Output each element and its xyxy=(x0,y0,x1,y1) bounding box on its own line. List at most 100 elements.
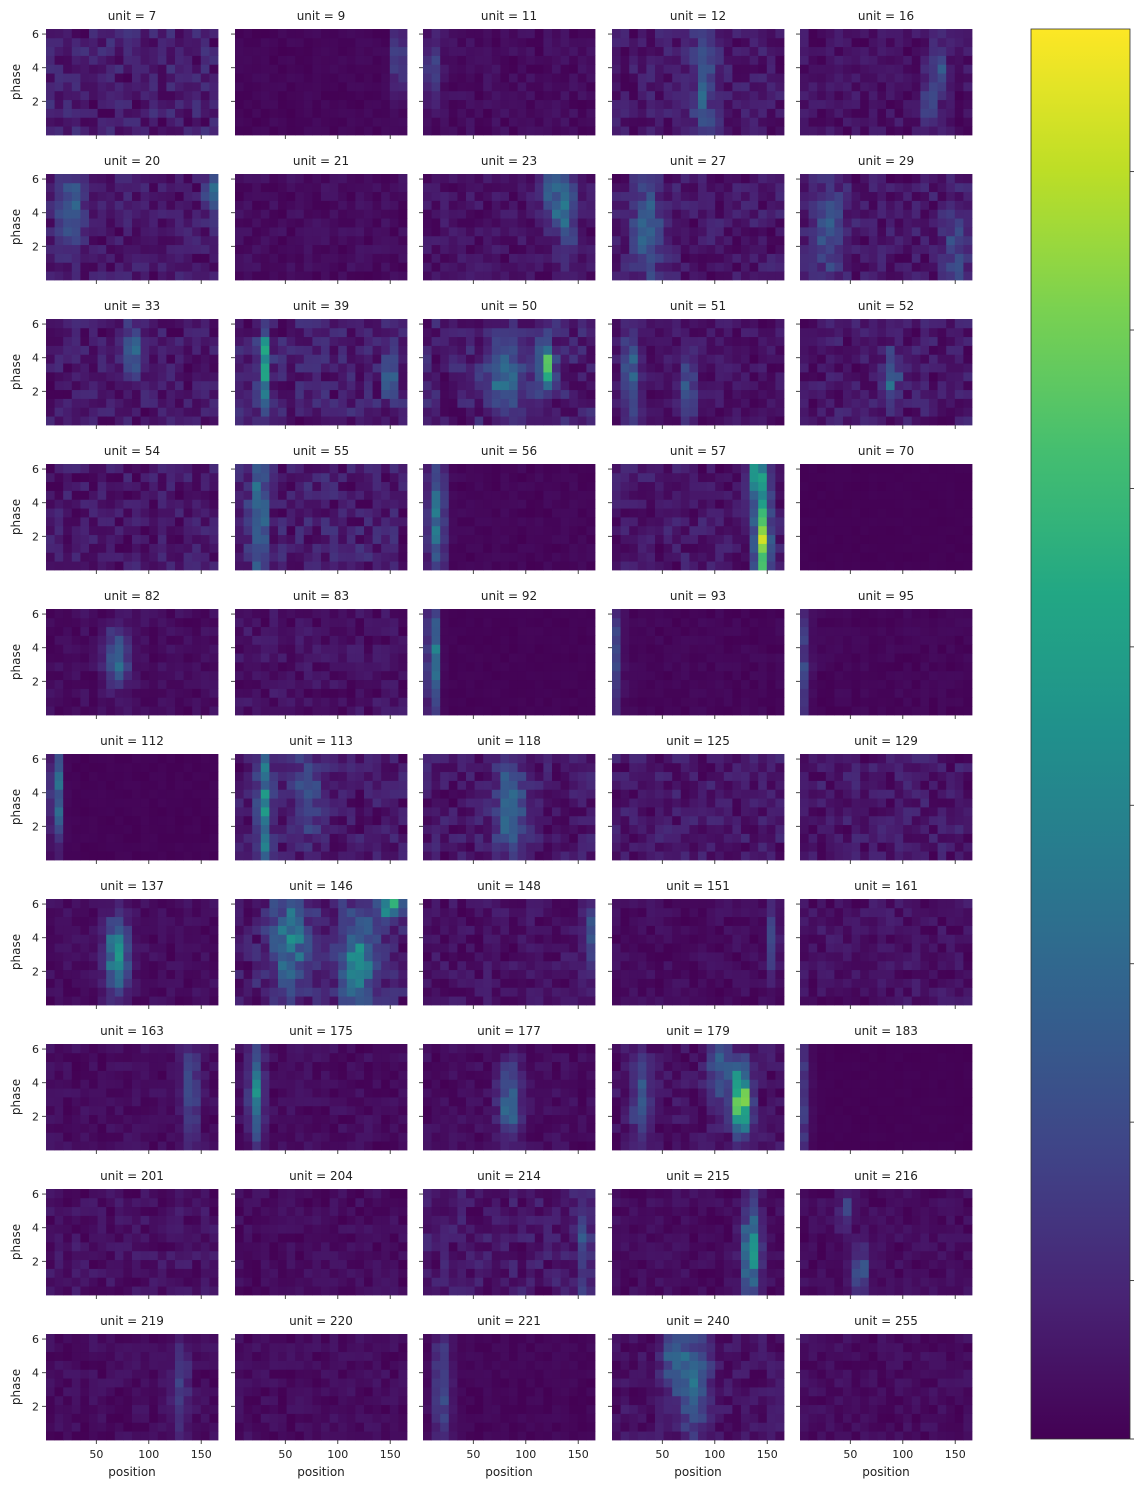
heatmap-cell xyxy=(346,253,356,263)
heatmap-cell xyxy=(509,380,518,391)
heatmap-cell xyxy=(577,174,587,184)
heatmap-cell xyxy=(355,55,365,65)
heatmap-cell xyxy=(758,472,768,483)
heatmap-cell xyxy=(860,389,870,399)
heatmap-cell xyxy=(543,55,553,65)
heatmap-cell xyxy=(71,235,81,246)
heatmap-cell xyxy=(552,398,561,408)
heatmap-cell xyxy=(680,525,690,536)
heatmap-cell xyxy=(655,534,664,544)
heatmap-cell xyxy=(431,82,441,92)
heatmap-cell xyxy=(63,73,73,83)
heatmap-cell xyxy=(192,235,202,246)
heatmap-cell xyxy=(132,117,141,127)
heatmap-cell xyxy=(706,64,716,74)
heatmap-cell xyxy=(552,416,561,426)
heatmap-cell xyxy=(123,416,133,426)
heatmap-cell xyxy=(140,464,150,474)
heatmap-cell xyxy=(732,380,742,391)
heatmap-cell xyxy=(389,543,399,553)
heatmap-cell xyxy=(817,253,827,263)
heatmap-cell xyxy=(741,244,750,254)
heatmap-cell xyxy=(817,354,827,364)
heatmap-cell xyxy=(381,543,391,553)
heatmap-cell xyxy=(860,200,870,210)
heatmap-cell xyxy=(303,499,313,509)
heatmap-cell xyxy=(448,525,458,536)
heatmap-cell xyxy=(54,481,64,491)
heatmap-cell xyxy=(766,235,776,246)
heatmap-cell xyxy=(278,363,287,373)
heatmap-cell xyxy=(474,90,484,101)
heatmap-cell xyxy=(569,345,579,355)
heatmap-cell xyxy=(483,380,493,391)
heatmap-cell xyxy=(286,398,296,408)
heatmap-cell xyxy=(303,174,313,184)
heatmap-cell xyxy=(886,182,895,193)
heatmap-cell xyxy=(663,253,673,263)
heatmap-cell xyxy=(834,481,844,491)
heatmap-cell xyxy=(706,407,716,417)
heatmap-cell xyxy=(552,64,561,74)
heatmap-cell xyxy=(114,508,124,518)
heatmap-cell xyxy=(474,117,484,127)
heatmap-cell xyxy=(106,472,116,483)
heatmap-cell xyxy=(534,517,544,527)
heatmap-cell xyxy=(209,182,219,193)
heatmap-cell xyxy=(466,182,475,193)
heatmap-cell xyxy=(886,372,895,382)
heatmap-cell xyxy=(715,55,725,65)
heatmap-cell xyxy=(954,37,964,48)
heatmap-cell xyxy=(46,552,55,562)
heatmap-cell xyxy=(715,117,725,127)
heatmap-cell xyxy=(175,209,184,219)
heatmap-cell xyxy=(166,499,176,509)
heatmap-cell xyxy=(954,543,964,553)
heatmap-cell xyxy=(851,29,861,39)
heatmap-cell xyxy=(63,126,73,136)
heatmap-cell xyxy=(929,499,938,509)
heatmap-cell xyxy=(457,561,467,571)
heatmap-cell xyxy=(466,481,475,491)
heatmap-cell xyxy=(817,345,827,355)
heatmap-cell xyxy=(97,543,107,553)
heatmap-cell xyxy=(954,525,964,536)
heatmap-cell xyxy=(552,29,561,39)
heatmap-cell xyxy=(483,55,493,65)
heatmap-cell xyxy=(646,271,656,281)
heatmap-cell xyxy=(526,472,536,483)
heatmap-cell xyxy=(457,271,467,281)
heatmap-cell xyxy=(825,517,835,527)
heatmap-cell xyxy=(157,561,167,571)
heatmap-cell xyxy=(689,407,699,417)
heatmap-cell xyxy=(500,472,510,483)
heatmap-cell xyxy=(620,372,630,382)
heatmap-cell xyxy=(260,490,270,500)
y-tick-label: 2 xyxy=(32,385,39,398)
heatmap-cell xyxy=(586,389,596,399)
heatmap-cell xyxy=(775,182,785,193)
heatmap-cell xyxy=(706,543,716,553)
heatmap-cell xyxy=(372,191,382,201)
heatmap-cell xyxy=(954,354,964,364)
heatmap-cell xyxy=(114,182,124,193)
heatmap-cell xyxy=(355,209,365,219)
heatmap-cell xyxy=(355,218,365,228)
heatmap-cell xyxy=(80,525,90,536)
heatmap-cell xyxy=(474,354,484,364)
heatmap-cell xyxy=(843,336,852,346)
heatmap-cell xyxy=(149,336,159,346)
heatmap-cell xyxy=(672,108,682,118)
heatmap-cell xyxy=(894,262,904,272)
heatmap-cell xyxy=(698,191,707,201)
facet-title: unit = 52 xyxy=(858,299,914,313)
heatmap-cell xyxy=(329,552,339,562)
heatmap-cell xyxy=(560,174,570,184)
heatmap-cell xyxy=(886,534,895,544)
heatmap-cell xyxy=(54,336,64,346)
heatmap-cell xyxy=(732,108,742,118)
heatmap-cell xyxy=(877,235,887,246)
heatmap-cell xyxy=(749,508,759,518)
heatmap-cell xyxy=(825,380,835,391)
heatmap-cell xyxy=(209,174,219,184)
